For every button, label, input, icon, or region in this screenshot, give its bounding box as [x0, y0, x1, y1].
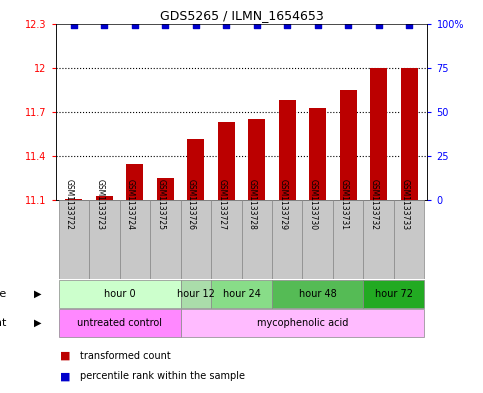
Bar	[211, 280, 272, 308]
Text: hour 0: hour 0	[104, 289, 135, 299]
Bar	[272, 200, 302, 279]
Bar	[370, 68, 387, 200]
Point	[131, 22, 139, 29]
Text: GSM1133728: GSM1133728	[248, 179, 257, 230]
Bar	[157, 178, 174, 200]
Text: GSM1133724: GSM1133724	[126, 179, 135, 230]
Text: ▶: ▶	[33, 289, 41, 299]
Bar	[181, 309, 425, 337]
Bar	[363, 280, 425, 308]
Bar	[211, 200, 242, 279]
Bar	[394, 200, 425, 279]
Point	[100, 22, 108, 29]
Bar	[127, 163, 143, 200]
Bar	[187, 139, 204, 200]
Bar	[181, 200, 211, 279]
Point	[344, 22, 352, 29]
Point	[253, 22, 261, 29]
Text: GSM1133726: GSM1133726	[187, 179, 196, 230]
Bar	[181, 280, 211, 308]
Text: ■: ■	[60, 371, 74, 381]
Bar	[58, 280, 181, 308]
Text: GSM1133723: GSM1133723	[95, 179, 104, 230]
Point	[192, 22, 199, 29]
Bar	[363, 200, 394, 279]
Text: GSM1133730: GSM1133730	[309, 179, 318, 230]
Text: GSM1133731: GSM1133731	[339, 179, 348, 230]
Bar	[333, 200, 363, 279]
Text: GSM1133732: GSM1133732	[369, 179, 379, 230]
Bar	[96, 196, 113, 200]
Text: hour 12: hour 12	[177, 289, 215, 299]
Point	[375, 22, 383, 29]
Text: GSM1133722: GSM1133722	[65, 179, 74, 230]
Text: GSM1133727: GSM1133727	[217, 179, 226, 230]
Bar	[309, 108, 326, 200]
Bar	[401, 68, 417, 200]
Text: transformed count: transformed count	[80, 351, 170, 361]
Text: mycophenolic acid: mycophenolic acid	[257, 318, 348, 328]
Bar	[302, 200, 333, 279]
Text: time: time	[0, 289, 7, 299]
Text: GSM1133725: GSM1133725	[156, 179, 165, 230]
Bar	[340, 90, 356, 200]
Point	[222, 22, 230, 29]
Text: hour 48: hour 48	[299, 289, 337, 299]
Bar	[150, 200, 181, 279]
Point	[284, 22, 291, 29]
Bar	[58, 309, 181, 337]
Bar	[242, 200, 272, 279]
Bar	[279, 100, 296, 200]
Point	[70, 22, 78, 29]
Text: agent: agent	[0, 318, 7, 328]
Bar	[218, 122, 235, 200]
Text: hour 24: hour 24	[223, 289, 260, 299]
Text: GSM1133733: GSM1133733	[400, 179, 409, 230]
Bar	[248, 119, 265, 200]
Point	[314, 22, 322, 29]
Text: untreated control: untreated control	[77, 318, 162, 328]
Bar	[66, 199, 82, 200]
Point	[405, 22, 413, 29]
Text: GSM1133729: GSM1133729	[278, 179, 287, 230]
Text: percentile rank within the sample: percentile rank within the sample	[80, 371, 245, 381]
Bar	[58, 200, 89, 279]
Bar	[120, 200, 150, 279]
Point	[161, 22, 169, 29]
Text: ■: ■	[60, 351, 74, 361]
Text: hour 72: hour 72	[375, 289, 413, 299]
Bar	[272, 280, 363, 308]
Bar	[89, 200, 120, 279]
Title: GDS5265 / ILMN_1654653: GDS5265 / ILMN_1654653	[159, 9, 324, 22]
Text: ▶: ▶	[33, 318, 41, 328]
